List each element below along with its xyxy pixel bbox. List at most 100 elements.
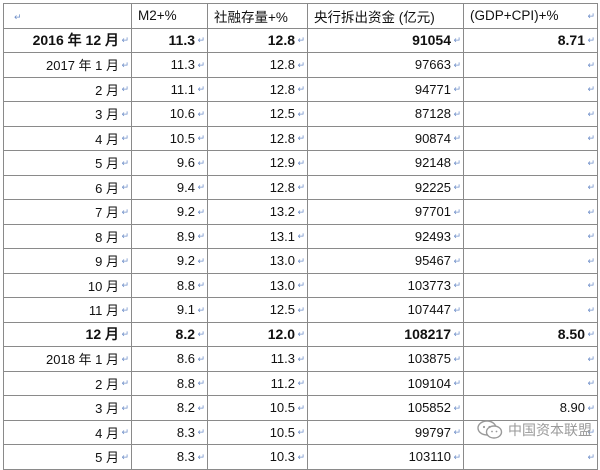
m2-cell: 9.2 ↵ xyxy=(131,248,208,274)
return-mark-icon: ↵ xyxy=(121,329,129,340)
row-label-cell: 2017 年 1 月 ↵ xyxy=(3,52,132,78)
cell-text: 12.8 xyxy=(269,130,295,146)
return-mark-icon: ↵ xyxy=(121,231,129,242)
gdp-cpi-cell: 8.90 ↵ xyxy=(463,395,598,421)
cell-text: 97701 xyxy=(414,204,451,220)
return-mark-icon: ↵ xyxy=(587,182,595,193)
return-mark-icon: ↵ xyxy=(453,231,461,242)
return-mark-icon: ↵ xyxy=(197,157,205,168)
return-mark-icon: ↵ xyxy=(197,84,205,95)
return-mark-icon: ↵ xyxy=(197,133,205,144)
return-mark-icon: ↵ xyxy=(587,206,595,217)
return-mark-icon: ↵ xyxy=(197,108,205,119)
return-mark-icon: ↵ xyxy=(297,84,305,95)
row-label-cell: 4 月 ↵ xyxy=(3,125,132,151)
cell-text: 12.9 xyxy=(269,155,295,171)
gdp-cpi-cell: ↵ xyxy=(463,52,598,78)
gdp-cpi-cell: ↵ xyxy=(463,174,598,200)
return-mark-icon: ↵ xyxy=(297,402,305,413)
gdp-cpi-cell: ↵ xyxy=(463,223,598,249)
central-bank-funds-cell: 109104 ↵ xyxy=(307,370,464,396)
cell-text: 10 月 xyxy=(87,278,119,294)
social-financing-cell: 12.5 ↵ xyxy=(207,297,308,323)
table-row: 2 月 ↵ 8.8 ↵ 11.2 ↵ 109104 ↵ ↵ xyxy=(3,370,598,396)
table-row: 3 月 ↵ 10.6 ↵ 12.5 ↵ 87128 ↵ ↵ xyxy=(3,101,598,127)
table-row: 3 月 ↵ 8.2 ↵ 10.5 ↵ 105852 ↵ 8.90 ↵ xyxy=(3,395,598,421)
cell-text: 8.50 xyxy=(557,326,585,343)
social-financing-cell: 13.2 ↵ xyxy=(207,199,308,225)
gdp-cpi-cell: ↵ xyxy=(463,272,598,298)
central-bank-funds-cell: 103110 ↵ xyxy=(307,444,464,470)
row-label-cell: 2016 年 12 月 ↵ xyxy=(3,27,132,53)
row-label-cell: 10 月 ↵ xyxy=(3,272,132,298)
central-bank-funds-cell: 97663 ↵ xyxy=(307,52,464,78)
return-mark-icon: ↵ xyxy=(121,108,129,119)
return-mark-icon: ↵ xyxy=(587,59,595,70)
cell-text: 11.3 xyxy=(170,57,195,73)
return-mark-icon: ↵ xyxy=(587,157,595,168)
return-mark-icon: ↵ xyxy=(121,206,129,217)
central-bank-funds-cell: 107447 ↵ xyxy=(307,297,464,323)
central-bank-funds-cell: 95467 ↵ xyxy=(307,248,464,274)
cell-text: 9.2 xyxy=(176,253,195,269)
central-bank-funds-cell: 97701 ↵ xyxy=(307,199,464,225)
central-bank-funds-cell: 103773 ↵ xyxy=(307,272,464,298)
table-row: 6 月 ↵ 9.4 ↵ 12.8 ↵ 92225 ↵ ↵ xyxy=(3,174,598,200)
cell-text: 92148 xyxy=(414,155,451,171)
gdp-cpi-cell: ↵ xyxy=(463,248,598,274)
gdp-cpi-cell: ↵ xyxy=(463,199,598,225)
m2-cell: 11.3 ↵ xyxy=(131,27,208,53)
return-mark-icon: ↵ xyxy=(197,255,205,266)
cell-text: 2016 年 12 月 xyxy=(32,32,119,49)
social-financing-cell: 12.0 ↵ xyxy=(207,321,308,347)
watermark-text: 中国资本联盟 xyxy=(508,422,592,438)
m2-cell: 8.9 ↵ xyxy=(131,223,208,249)
central-bank-funds-cell: 87128 ↵ xyxy=(307,101,464,127)
gdp-cpi-cell: ↵ xyxy=(463,297,598,323)
header-cell: M2+% xyxy=(131,3,208,29)
return-mark-icon: ↵ xyxy=(297,329,305,340)
m2-cell: 8.8 ↵ xyxy=(131,272,208,298)
return-mark-icon: ↵ xyxy=(453,353,461,364)
cell-text: 11.2 xyxy=(270,375,295,391)
cell-text: 8.2 xyxy=(175,326,195,343)
return-mark-icon: ↵ xyxy=(453,35,461,46)
row-label-cell: 11 月 ↵ xyxy=(3,297,132,323)
return-mark-icon: ↵ xyxy=(297,35,305,46)
gdp-cpi-cell: 8.71 ↵ xyxy=(463,27,598,53)
return-mark-icon: ↵ xyxy=(297,427,305,438)
cell-text: 91054 xyxy=(412,32,451,49)
row-label-cell: 12 月 ↵ xyxy=(3,321,132,347)
central-bank-funds-cell: 103875 ↵ xyxy=(307,346,464,372)
cell-text: 11 月 xyxy=(88,303,119,319)
cell-text: 2 月 xyxy=(95,82,119,98)
cell-text: 12.5 xyxy=(269,106,295,122)
return-mark-icon: ↵ xyxy=(587,231,595,242)
return-mark-icon: ↵ xyxy=(297,206,305,217)
watermark: 中国资本联盟 xyxy=(477,420,592,440)
header-cell: ↵ xyxy=(3,3,132,29)
return-mark-icon: ↵ xyxy=(587,10,595,21)
return-mark-icon: ↵ xyxy=(587,329,595,340)
return-mark-icon: ↵ xyxy=(453,133,461,144)
cell-text: 6 月 xyxy=(95,180,119,196)
table-row: 2 月 ↵ 11.1 ↵ 12.8 ↵ 94771 ↵ ↵ xyxy=(3,76,598,102)
cell-text: 107447 xyxy=(407,302,451,318)
table-row: 5 月 ↵ 8.3 ↵ 10.3 ↵ 103110 ↵ ↵ xyxy=(3,444,598,470)
cell-text: 2017 年 1 月 xyxy=(46,58,119,74)
return-mark-icon: ↵ xyxy=(297,280,305,291)
table-row: 2017 年 1 月 ↵ 11.3 ↵ 12.8 ↵ 97663 ↵ ↵ xyxy=(3,52,598,78)
cell-text: 108217 xyxy=(404,326,451,343)
cell-text: 11.1 xyxy=(170,81,195,97)
row-label-cell: 5 月 ↵ xyxy=(3,150,132,176)
social-financing-cell: 11.3 ↵ xyxy=(207,346,308,372)
return-mark-icon: ↵ xyxy=(453,280,461,291)
return-mark-icon: ↵ xyxy=(197,427,205,438)
data-table: ↵ M2+% 社融存量+% 央行拆出资金 (亿元) (GDP+CPI)+% ↵ 2… xyxy=(3,3,598,470)
m2-cell: 8.2 ↵ xyxy=(131,321,208,347)
return-mark-icon: ↵ xyxy=(121,255,129,266)
gdp-cpi-cell: ↵ xyxy=(463,346,598,372)
cell-text: 10.6 xyxy=(169,106,195,122)
return-mark-icon: ↵ xyxy=(197,280,205,291)
cell-text: 9.6 xyxy=(176,155,195,171)
